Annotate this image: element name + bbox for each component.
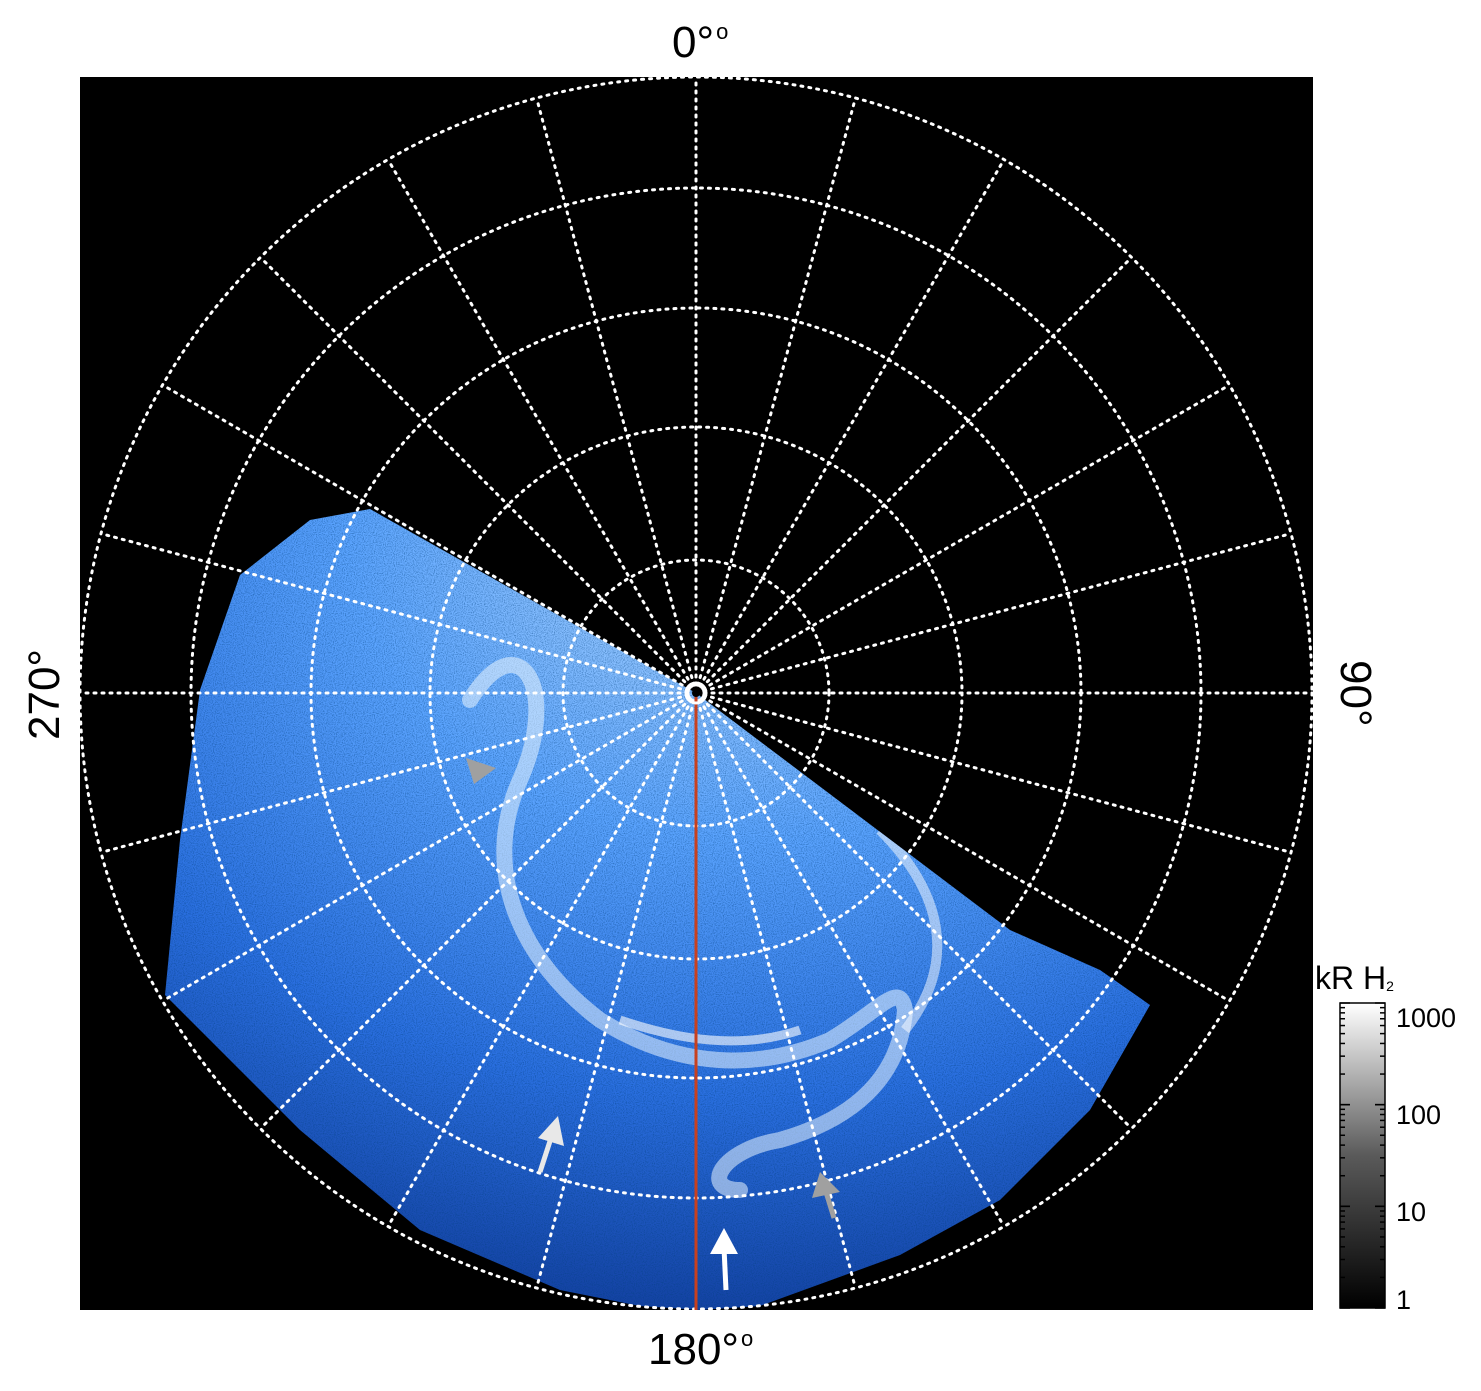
colorbar-tick-100: 100	[1396, 1100, 1442, 1130]
colorbar-title: kR H2	[1315, 960, 1394, 996]
grid-spoke	[386, 158, 698, 695]
arrow-gray-right	[812, 1172, 840, 1219]
grid-spoke	[161, 691, 698, 1003]
grid-spoke	[694, 691, 1293, 854]
grid-spoke	[694, 158, 1006, 695]
label-0-degrees: 0°	[672, 18, 728, 68]
label-270-degrees: 270°	[20, 648, 69, 740]
arrow-white-left	[537, 1116, 564, 1173]
grid-spoke	[258, 255, 698, 695]
label-180-degrees: 180°	[648, 1325, 753, 1375]
arrow-gray-left	[466, 758, 496, 784]
auroral-oval	[462, 657, 914, 1198]
arrow-white-bottom	[710, 1228, 738, 1291]
grid-spoke	[99, 691, 698, 854]
grid-spoke	[694, 532, 1293, 695]
colorbar-minor-ticks	[1340, 1002, 1385, 1309]
colorbar-tick-1: 1	[1396, 1285, 1412, 1315]
grid-spoke	[386, 691, 698, 1228]
grid-spoke	[694, 691, 1006, 1228]
colorbar	[1339, 1002, 1386, 1309]
colorbar-tick-10: 10	[1396, 1197, 1427, 1227]
grid-spoke	[694, 691, 1231, 1003]
grid-spoke	[99, 532, 698, 695]
grid-spoke	[258, 691, 698, 1131]
grid-spoke	[694, 96, 857, 695]
grid-spoke	[535, 691, 698, 1290]
grid-spoke	[535, 96, 698, 695]
grid-spoke	[694, 691, 1134, 1131]
grid-spoke	[694, 383, 1231, 695]
pole-marker	[684, 681, 708, 705]
grid-spoke	[694, 255, 1134, 695]
colorbar-tick-1000: 1000	[1396, 1003, 1457, 1033]
grid-spoke	[161, 383, 698, 695]
label-90-degrees: 90°	[1331, 660, 1380, 727]
